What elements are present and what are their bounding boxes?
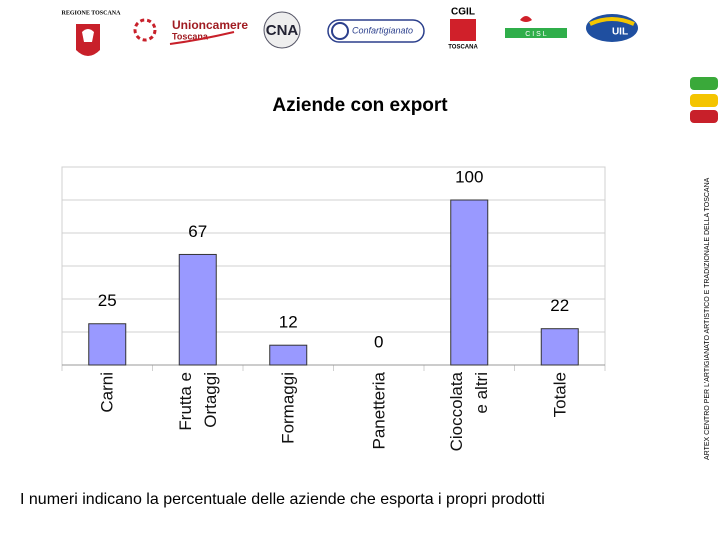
logo-text: Toscana <box>172 31 209 41</box>
chart-title: Aziende con export <box>272 95 448 116</box>
value-label: 100 <box>455 167 483 186</box>
logo-text: C I S L <box>525 31 547 38</box>
x-tick-label: Formaggi <box>278 372 298 444</box>
logo-text: REGIONE TOSCANA <box>62 10 122 16</box>
side-text: ARTEX CENTRO PER L'ARTIGIANATO ARTISTICO… <box>704 177 711 460</box>
x-tick-label: Panetteria <box>369 372 389 450</box>
footnote: I numeri indicano la percentuale delle a… <box>20 491 545 508</box>
logo-text: UIL <box>612 27 628 38</box>
logo-text: TOSCANA <box>448 45 478 51</box>
color-block <box>690 94 718 107</box>
logo-swoosh <box>169 31 235 45</box>
logo-text: Confartigianato <box>352 25 413 35</box>
logo-cgil: CGIL TOSCANA <box>446 6 480 51</box>
logo-unioncamere: Unioncamere Toscana <box>133 18 248 45</box>
logo-confartigianato: Confartigianato <box>327 19 425 43</box>
shield-horse <box>82 29 94 42</box>
x-tick-label: Cioccolata e altri <box>447 372 492 452</box>
value-label: 0 <box>374 332 383 351</box>
value-label: 25 <box>98 291 117 310</box>
logo-mark <box>450 19 476 41</box>
logo-text: CGIL <box>451 7 475 18</box>
bar <box>450 199 489 366</box>
color-block <box>690 110 718 123</box>
color-block <box>690 77 718 90</box>
value-label: 67 <box>188 222 207 241</box>
logo-cisl: C I S L <box>505 16 567 38</box>
logo-mark <box>520 16 532 22</box>
value-label: 12 <box>279 313 298 332</box>
logo-text: CNA <box>266 22 299 39</box>
bar <box>178 253 217 366</box>
bar <box>88 323 127 366</box>
logo-text: Unioncamere <box>172 18 248 32</box>
logo-mark <box>331 22 349 40</box>
logo-swoosh <box>589 17 635 26</box>
logo-uil: UIL <box>586 14 638 42</box>
bar <box>269 344 308 366</box>
x-tick-label: Carni <box>97 372 117 413</box>
x-tick-label: Frutta e Ortaggi <box>175 372 220 431</box>
x-tick-label: Totale <box>550 372 570 418</box>
bar <box>540 328 579 366</box>
value-label: 22 <box>550 296 569 315</box>
logo-mark <box>263 11 301 49</box>
logo-frame <box>327 19 425 43</box>
logo-regione: REGIONE TOSCANA <box>62 10 122 56</box>
logo-mark <box>133 18 157 42</box>
logo-bar <box>505 28 567 38</box>
logo-cna: CNA <box>263 11 301 49</box>
